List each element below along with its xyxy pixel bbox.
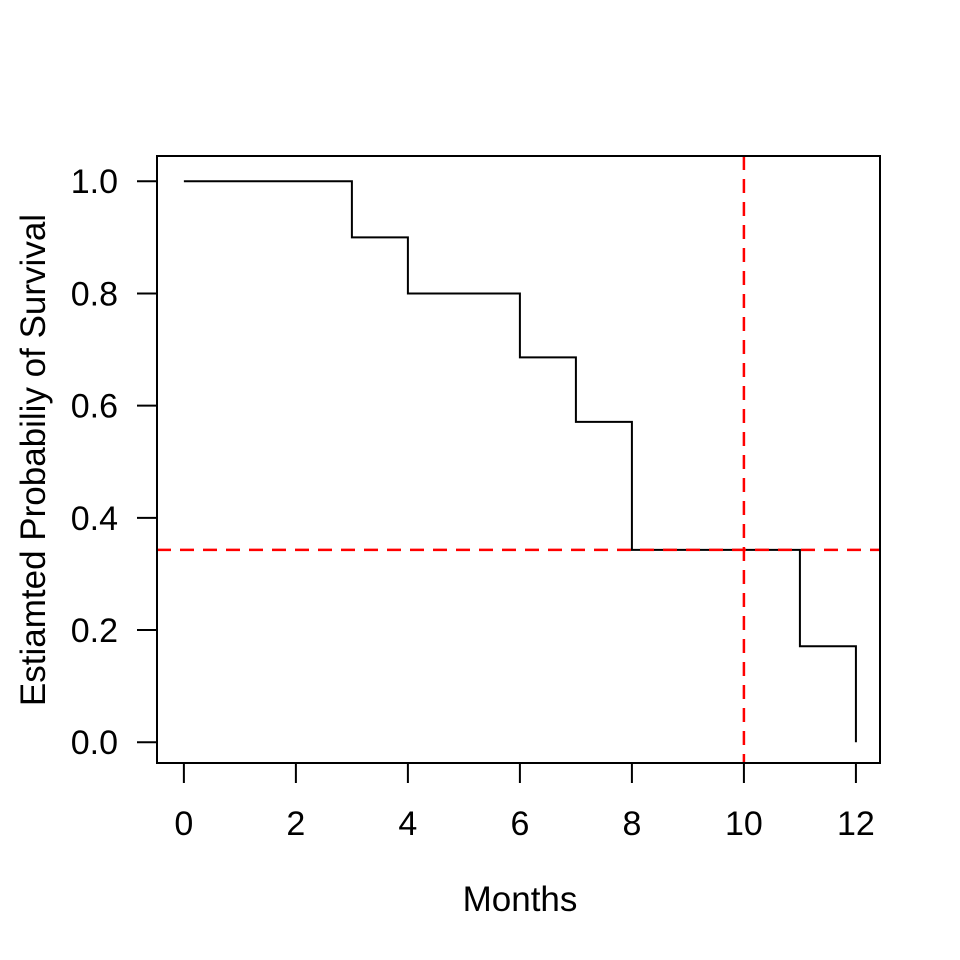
axis-layer: 0 2 4 6 8 10 12 0.0 0.2 0.4 0.6 0.8 1.0: [71, 163, 875, 843]
y-axis-tick-label: 0.4: [71, 500, 118, 538]
curve-layer: [183, 180, 857, 743]
x-axis-tick-label: 2: [286, 805, 305, 843]
y-axis-tick-label: 0.2: [71, 612, 118, 650]
x-axis-tick-label: 6: [510, 805, 529, 843]
y-axis-tick-label: 0.8: [71, 275, 118, 313]
y-axis-tick-label: 1.0: [71, 163, 118, 201]
reference-lines-layer: [157, 156, 880, 763]
x-axis-tick-label: 10: [725, 805, 763, 843]
x-axis-tick-label: 4: [398, 805, 417, 843]
x-axis-title: Months: [463, 880, 578, 919]
x-axis-tick-label: 12: [837, 805, 875, 843]
y-axis-tick-label: 0.0: [71, 724, 118, 762]
x-axis-tick-label: 8: [622, 805, 641, 843]
x-axis-tick-label: 0: [174, 805, 193, 843]
y-axis-title: Estiamted Probabiliy of Survival: [14, 214, 53, 706]
plot-box: [156, 155, 881, 764]
survival-curve: [183, 180, 857, 743]
y-axis-tick-label: 0.6: [71, 388, 118, 426]
